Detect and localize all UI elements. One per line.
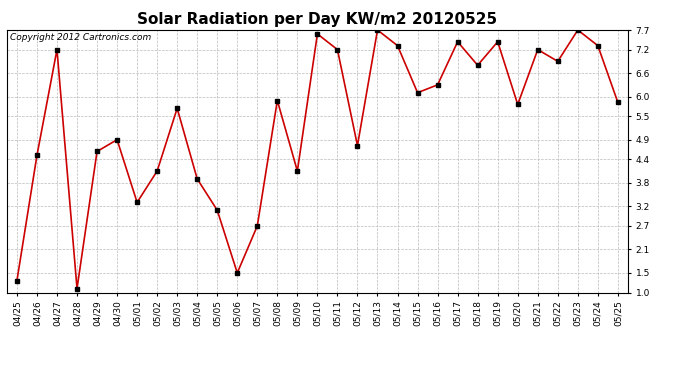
Text: Copyright 2012 Cartronics.com: Copyright 2012 Cartronics.com	[10, 33, 151, 42]
Title: Solar Radiation per Day KW/m2 20120525: Solar Radiation per Day KW/m2 20120525	[137, 12, 497, 27]
